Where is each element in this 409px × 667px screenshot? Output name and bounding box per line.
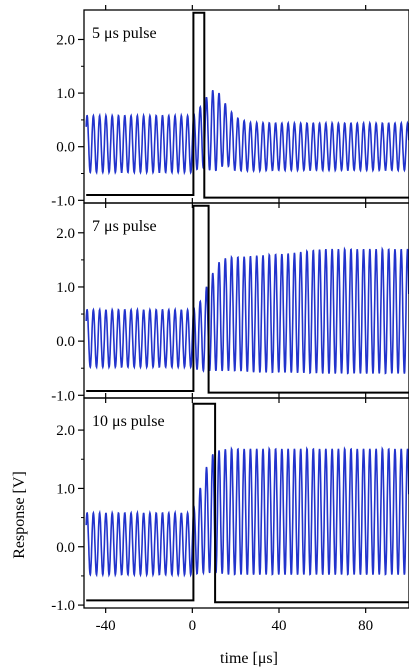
oscillation-trace — [85, 446, 409, 578]
pulse-trace — [86, 204, 409, 394]
x-tick-label: -40 — [96, 618, 116, 634]
y-tick-label: 0.0 — [56, 334, 75, 350]
y-tick-label: -1.0 — [51, 388, 75, 404]
y-tick-label: 2.0 — [56, 32, 75, 48]
pulse-trace — [86, 11, 409, 199]
x-tick-label: 80 — [358, 618, 373, 634]
x-axis-title: time [μs] — [220, 650, 278, 667]
y-tick-label: -1.0 — [51, 598, 75, 614]
y-tick-label: 1.0 — [56, 280, 75, 296]
y-tick-label: 1.0 — [56, 86, 75, 102]
panel-10us: -1.0 0.0 1.0 2.0 -40 0 40 80 10 μs pulse — [51, 393, 409, 634]
x-tick-label: 0 — [189, 618, 197, 634]
panel-7us: -1.0 0.0 1.0 2.0 7 μs pulse — [51, 198, 409, 404]
y-tick-label: -1.0 — [51, 193, 75, 209]
y-tick-label: 0.0 — [56, 140, 75, 156]
y-axis-title: Response [V] — [11, 471, 28, 559]
panel-label: 5 μs pulse — [92, 25, 157, 42]
plot-frame — [83, 397, 409, 609]
panel-label: 10 μs pulse — [92, 413, 165, 430]
y-tick-label: 2.0 — [56, 226, 75, 242]
x-tick-label: 40 — [272, 618, 287, 634]
panel-label: 7 μs pulse — [92, 218, 157, 235]
oscillation-trace — [85, 90, 409, 176]
oscillation-trace — [85, 246, 409, 375]
y-tick-label: 1.0 — [56, 481, 75, 497]
panel-5us: -1.0 0.0 1.0 2.0 5 μs pulse — [51, 5, 409, 209]
pulse-trace — [86, 402, 409, 604]
y-tick-label: 0.0 — [56, 540, 75, 556]
y-tick-label: 2.0 — [56, 423, 75, 439]
